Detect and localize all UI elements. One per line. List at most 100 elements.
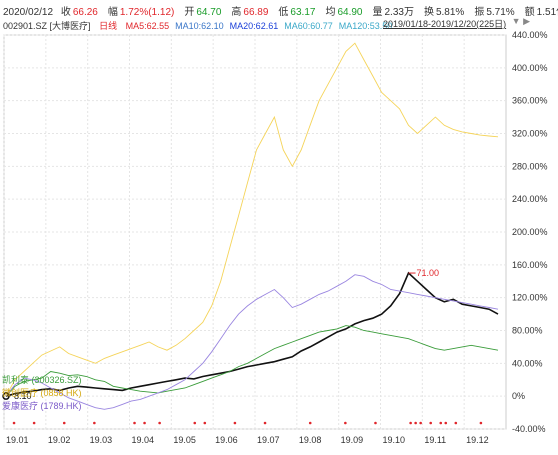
event-marker [479, 421, 483, 425]
x-tick-label: 19.06 [215, 435, 238, 445]
x-tick-label: 19.04 [132, 435, 155, 445]
legend-item: 爱康医疗 (1789.HK) [2, 401, 82, 411]
x-tick-label: 19.12 [466, 435, 489, 445]
period-label[interactable]: 日线 [99, 21, 118, 31]
quote-item-value: 1.51亿 [536, 7, 558, 18]
event-marker [93, 421, 96, 425]
quote-items: 收 66.26 幅 1.72%(1.12) 开 64.70 高 66.89 低 63.17 均 64.… [61, 7, 558, 18]
event-marker [203, 421, 207, 425]
quote-item-value: 5.81% [435, 7, 465, 18]
event-marker [374, 421, 377, 425]
quote-item-value: 64.90 [337, 7, 363, 18]
event-marker [439, 421, 443, 425]
x-tick-label: 19.10 [383, 435, 406, 445]
y-tick-label: 160.00% [512, 260, 548, 270]
ma-item: MA120:53.50 [338, 21, 393, 31]
legend-item: 微创医疗 (0858.HK) [2, 388, 82, 398]
event-marker [133, 421, 136, 425]
quote-item-label: 均 [325, 7, 336, 18]
quote-item-value: 64.70 [196, 7, 222, 18]
quote-item-value: 1.72%(1.12) [119, 7, 175, 18]
event-marker [143, 421, 146, 425]
event-marker [32, 421, 36, 425]
start-marker [2, 392, 10, 400]
quote-item-label: 振 [474, 7, 485, 18]
series-line [5, 274, 499, 410]
event-marker [454, 421, 458, 425]
ma-item: MA20:62.61 [229, 21, 279, 31]
quote-item-label: 低 [278, 7, 289, 18]
quote-item: 高 66.89 [231, 7, 273, 18]
quote-item: 额1.51亿 [525, 7, 558, 18]
comparison-chart[interactable]: 440.00% 400.00% 360.00% 320.00% 280.00% 240.0… [0, 31, 558, 455]
x-tick-label: 19.05 [173, 435, 196, 445]
y-tick-label: 320.00% [512, 129, 548, 139]
quote-info-row: 2020/02/12 收 66.26 幅 1.72%(1.12) 开 64.70 高 66.8… [3, 3, 558, 18]
event-marker [263, 421, 267, 425]
quote-item: 均 64.90 [325, 7, 367, 18]
quote-item: 幅 1.72%(1.12) [108, 7, 179, 18]
quote-item-label: 开 [184, 7, 195, 18]
event-marker [158, 421, 161, 425]
quote-item: 开 64.70 [184, 7, 226, 18]
event-marker [62, 421, 66, 425]
event-marker [414, 421, 417, 425]
symbol-label: 002901.SZ [大博医疗] [3, 21, 91, 31]
x-tick-label: 19.02 [48, 435, 71, 445]
y-tick-label: 280.00% [512, 161, 548, 171]
x-tick-label: 19.03 [90, 435, 113, 445]
quote-item-value: 63.17 [290, 7, 316, 18]
event-marker [444, 421, 448, 425]
y-tick-label: 440.00% [512, 31, 548, 40]
event-marker [12, 421, 16, 425]
legend-item: 凯利泰 (300326.SZ) [2, 375, 82, 385]
quote-item-label: 额 [524, 7, 535, 18]
quote-item-label: 换 [423, 7, 434, 18]
quote-date: 2020/02/12 [3, 7, 54, 18]
y-tick-label: 80.00% [512, 326, 543, 336]
range-menu-arrows[interactable]: ▼ ▶ [511, 16, 530, 26]
date-range-label[interactable]: 2019/01/18-2019/12/20(225日) [383, 19, 507, 29]
quote-item-value: 66.89 [243, 7, 269, 18]
series-line [5, 42, 499, 397]
event-marker [344, 421, 347, 425]
y-tick-label: 360.00% [512, 96, 548, 106]
x-tick-label: 19.01 [6, 435, 29, 445]
y-tick-label: -40.00% [512, 424, 546, 434]
quote-item-label: 幅 [107, 7, 118, 18]
event-marker [193, 421, 197, 425]
ma-items: MA5:62.55 MA10:62.10 MA20:62.61 MA60:60.77 M… [126, 21, 399, 31]
quote-item: 收 66.26 [61, 7, 103, 18]
x-tick-label: 19.11 [424, 435, 446, 445]
y-tick-label: 40.00% [512, 358, 543, 368]
event-marker [419, 421, 422, 425]
quote-item-label: 高 [231, 7, 242, 18]
quote-item: 低 63.17 [278, 7, 320, 18]
ma-item: MA5:62.55 [125, 21, 170, 31]
ma-item: MA60:60.77 [284, 21, 333, 31]
event-marker [429, 421, 433, 425]
y-tick-label: 120.00% [512, 293, 548, 303]
ma-indicator-row: 002901.SZ [大博医疗] 日线 MA5:62.55 MA10:62.10 M… [3, 19, 404, 32]
quote-item: 振 5.71% [474, 7, 519, 18]
quote-item-label: 收 [60, 7, 71, 18]
min-annotation: 8.10 [14, 391, 32, 401]
quote-item-value: 5.71% [486, 7, 515, 18]
event-marker [233, 421, 237, 425]
x-tick-label: 19.09 [341, 435, 364, 445]
max-annotation: 71.00 [417, 268, 440, 278]
chart-legend: 凯利泰 (300326.SZ) 微创医疗 (0858.HK) 爱康医疗 (1789.… [2, 374, 82, 413]
ma-item: MA10:62.10 [175, 21, 224, 31]
quote-item-label: 量 [372, 7, 383, 18]
event-marker [409, 421, 412, 425]
x-tick-label: 19.08 [299, 435, 322, 445]
y-tick-label: 400.00% [512, 63, 548, 73]
y-tick-label: 240.00% [512, 194, 548, 204]
quote-item-value: 66.26 [72, 7, 98, 18]
quote-item-value: 2.33万 [384, 7, 414, 18]
event-marker [308, 421, 312, 425]
y-tick-label: 0% [512, 391, 525, 401]
quote-item: 换 5.81% [424, 7, 469, 18]
quote-item: 量 2.33万 [372, 7, 418, 18]
y-tick-label: 200.00% [512, 227, 548, 237]
